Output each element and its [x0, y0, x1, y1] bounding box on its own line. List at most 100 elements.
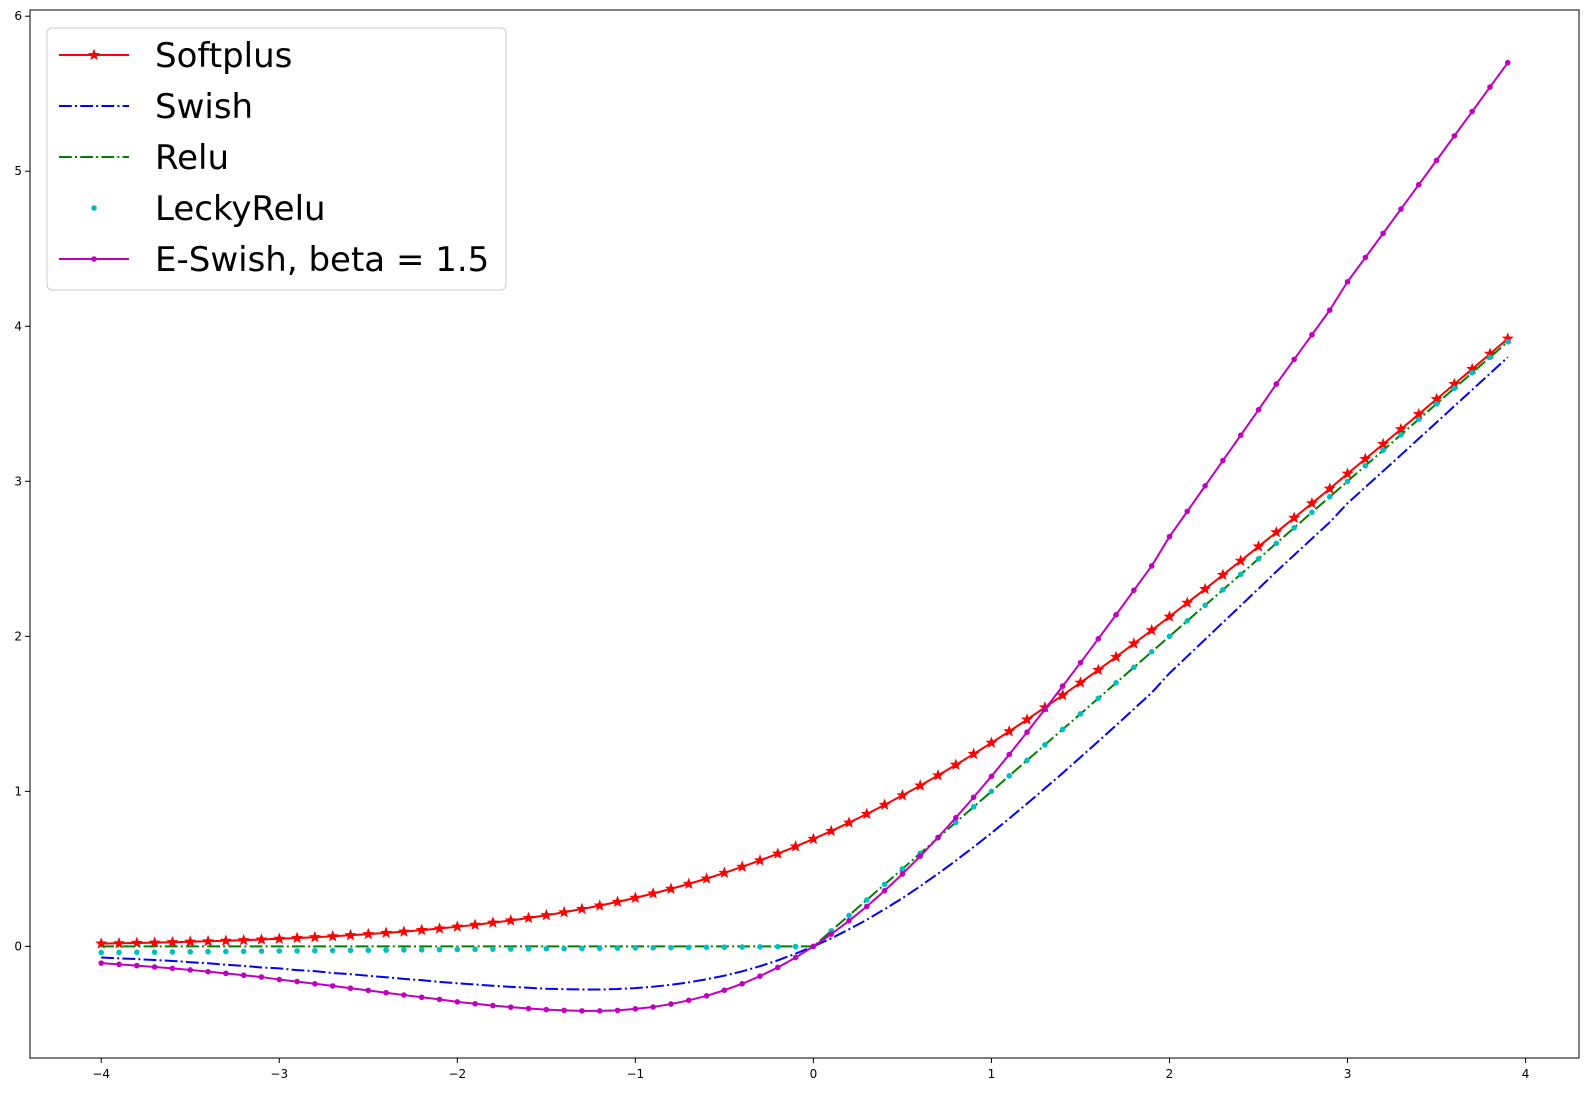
- x-tick-label: 3: [1344, 1067, 1352, 1081]
- leckyrelu-point: [1451, 385, 1458, 392]
- leckyrelu-point: [1255, 556, 1262, 562]
- softplus-point: [397, 925, 410, 937]
- e-swish-beta-1-5-point: [1469, 108, 1475, 115]
- leckyrelu-point: [294, 948, 300, 954]
- e-swish-beta-1-5-point: [917, 853, 924, 859]
- x-tick-label: 0: [810, 1067, 818, 1081]
- softplus-point: [504, 914, 517, 926]
- leckyrelu-point: [596, 945, 603, 952]
- e-swish-beta-1-5-point: [650, 1004, 656, 1010]
- x-tick-label: 4: [1522, 1067, 1530, 1081]
- leckyrelu-point: [1095, 695, 1102, 702]
- leckyrelu-point: [668, 944, 674, 951]
- softplus-point: [718, 866, 731, 879]
- e-swish-beta-1-5-point: [935, 834, 941, 841]
- legend-marker-swatch: [87, 48, 101, 61]
- legend-label: LeckyRelu: [155, 189, 326, 229]
- y-tick-label: 1: [14, 784, 22, 798]
- softplus-point: [664, 882, 677, 894]
- e-swish-beta-1-5-point: [1487, 84, 1493, 90]
- e-swish-beta-1-5-point: [953, 814, 959, 821]
- e-swish-beta-1-5-point: [134, 962, 140, 969]
- leckyrelu-point: [365, 947, 372, 954]
- leckyrelu-point: [401, 947, 407, 953]
- leckyrelu-point: [490, 946, 496, 952]
- e-swish-beta-1-5-point: [864, 903, 870, 910]
- softplus-point: [1234, 554, 1247, 566]
- leckyrelu-point: [1309, 509, 1315, 516]
- softplus-point: [807, 832, 820, 845]
- e-swish-beta-1-5-point: [1398, 206, 1404, 212]
- e-swish-beta-1-5-point: [1451, 133, 1458, 139]
- softplus-point: [896, 789, 909, 801]
- leckyrelu-point: [1504, 338, 1511, 345]
- x-axis: −4 −3 −2 −1 0 1 2 3 4: [92, 1058, 1529, 1081]
- leckyrelu-point: [774, 943, 781, 950]
- e-swish-beta-1-5-point: [1184, 508, 1191, 515]
- softplus-point: [362, 927, 375, 940]
- legend-label: Relu: [155, 138, 229, 178]
- e-swish-beta-1-5-point: [632, 1006, 639, 1012]
- leckyrelu-point: [116, 949, 122, 956]
- leckyrelu-point: [1131, 664, 1137, 671]
- softplus-point: [700, 872, 713, 884]
- leckyrelu-point: [1042, 742, 1048, 748]
- e-swish-beta-1-5-point: [312, 980, 318, 987]
- leckyrelu-point: [899, 866, 906, 872]
- leckyrelu-point: [1380, 447, 1386, 454]
- leckyrelu-point: [703, 944, 710, 951]
- softplus-point: [1003, 725, 1016, 737]
- softplus-point: [469, 918, 482, 930]
- softplus-point: [753, 854, 767, 866]
- legend: Softplus Swish Relu LeckyRelu E-Swish, beta …: [46, 27, 507, 291]
- leckyrelu-point: [1326, 493, 1333, 500]
- e-swish-beta-1-5-point: [98, 960, 105, 966]
- softplus-point: [611, 895, 624, 908]
- leckyrelu-point: [988, 788, 995, 795]
- y-tick-label: 3: [14, 474, 22, 488]
- legend-label: Swish: [155, 87, 253, 127]
- e-swish-beta-1-5-point: [846, 917, 852, 924]
- softplus-point: [878, 798, 891, 810]
- e-swish-beta-1-5-point: [223, 970, 229, 977]
- y-tick-label: 6: [14, 9, 22, 23]
- leckyrelu-point: [1113, 680, 1119, 686]
- softplus-point: [629, 891, 642, 903]
- e-swish-beta-1-5-point: [1309, 331, 1315, 338]
- softplus-point: [415, 923, 428, 936]
- softplus-point: [148, 936, 161, 948]
- leckyrelu-point: [1059, 726, 1066, 733]
- e-swish-beta-1-5-point: [1077, 659, 1084, 666]
- legend-item-e-swish-beta-1-5: E-Swish, beta = 1.5: [59, 240, 489, 280]
- leckyrelu-point: [1398, 431, 1404, 438]
- leckyrelu-point: [1362, 462, 1369, 469]
- softplus-point: [1092, 663, 1105, 676]
- e-swish-beta-1-5-point: [329, 983, 336, 989]
- softplus-point: [1412, 407, 1425, 420]
- legend-item-relu: Relu: [59, 138, 229, 178]
- e-swish-beta-1-5-point: [579, 1008, 585, 1014]
- e-swish-beta-1-5-point: [1024, 729, 1030, 735]
- e-swish-beta-1-5-point: [507, 1004, 514, 1010]
- e-swish-beta-1-5-point: [1380, 230, 1386, 237]
- softplus-point: [647, 887, 660, 899]
- leckyrelu-point: [970, 804, 977, 810]
- softplus-point: [558, 905, 571, 918]
- x-tick-label: −4: [92, 1067, 110, 1081]
- softplus-point: [1377, 437, 1390, 450]
- leckyrelu-point: [953, 819, 959, 826]
- e-swish-beta-1-5-point: [1433, 157, 1440, 164]
- leckyrelu-point: [276, 948, 283, 954]
- softplus-point: [255, 933, 268, 945]
- e-swish-beta-1-5-point: [988, 773, 995, 780]
- leckyrelu-point: [436, 946, 443, 953]
- y-axis: 0 1 2 3 4 5 6: [14, 9, 30, 953]
- e-swish-beta-1-5-point: [276, 976, 283, 983]
- x-tick-label: −1: [627, 1067, 645, 1081]
- leckyrelu-point: [685, 944, 692, 951]
- softplus-point: [1074, 676, 1087, 688]
- e-swish-beta-1-5-point: [721, 987, 728, 994]
- leckyrelu-point: [1166, 633, 1173, 640]
- e-swish-beta-1-5-point: [472, 1000, 478, 1007]
